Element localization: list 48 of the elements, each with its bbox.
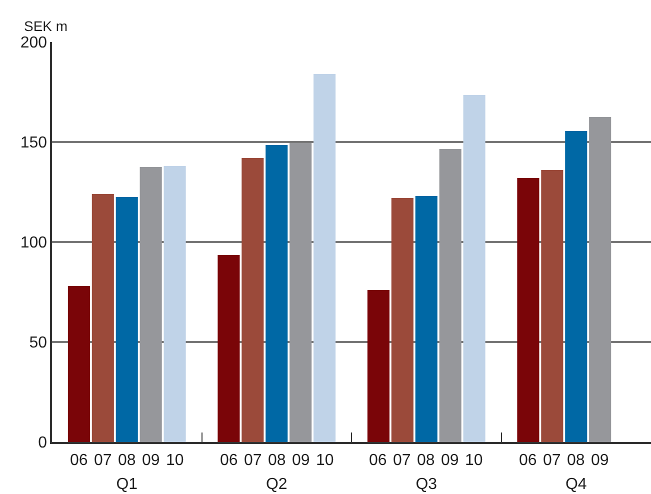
text: 06 (519, 452, 537, 469)
bar (565, 131, 588, 442)
bar (116, 197, 138, 442)
bar (589, 117, 612, 442)
bar (367, 290, 390, 442)
text: 08 (567, 452, 585, 469)
bar (164, 166, 186, 442)
text: 09 (441, 452, 459, 469)
series-label: 09 (142, 452, 160, 469)
y-tick-label: 50 (29, 334, 48, 352)
bar (314, 74, 336, 442)
text: 06 (220, 452, 238, 469)
y-tick-label: 0 (38, 434, 48, 452)
text: 06 (369, 452, 387, 469)
text: 08 (268, 452, 286, 469)
text: 10 (316, 452, 334, 469)
bar (92, 194, 114, 442)
bar (439, 149, 462, 442)
x-tick-label: Q2 (266, 476, 288, 493)
text: 10 (465, 452, 483, 469)
series-label: 10 (166, 452, 184, 469)
text: 07 (244, 452, 262, 469)
bar (68, 286, 90, 442)
bar (415, 196, 438, 442)
y-axis-title: SEK m (24, 18, 68, 34)
bar (290, 143, 312, 442)
bar (517, 178, 540, 442)
text: 08 (417, 452, 435, 469)
y-tick-label: 150 (20, 134, 48, 152)
series-label: 08 (118, 452, 136, 469)
bar (266, 145, 288, 442)
x-tick-label: Q1 (116, 476, 138, 493)
text: 09 (292, 452, 310, 469)
text: 07 (543, 452, 561, 469)
bar (242, 158, 264, 442)
y-tick-label: 100 (20, 234, 48, 252)
bar (218, 255, 240, 442)
x-tick-label: Q4 (565, 476, 587, 493)
series-label: 07 (94, 452, 112, 469)
text: 07 (393, 452, 411, 469)
bar (463, 95, 486, 442)
y-tick-label: 200 (20, 34, 48, 52)
bar (140, 167, 162, 442)
x-tick-label: Q3 (416, 476, 438, 493)
text: 09 (591, 452, 609, 469)
bar (391, 198, 414, 442)
bar (541, 170, 564, 442)
series-label: 06 (70, 452, 88, 469)
